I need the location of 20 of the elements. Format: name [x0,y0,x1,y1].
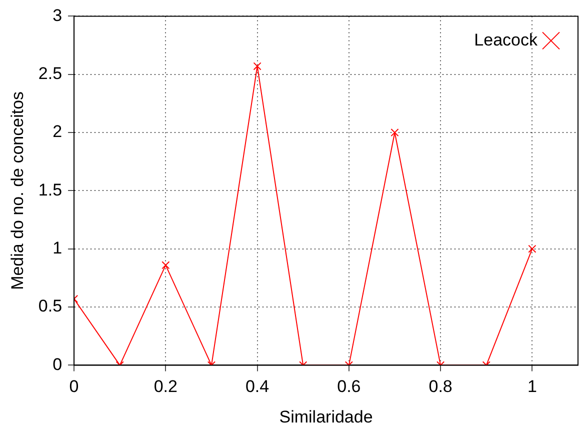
x-tick-label: 0.2 [154,377,178,396]
x-axis-title: Similaridade [279,407,373,426]
x-tick-label: 0 [69,377,79,396]
point [162,261,170,270]
y-tick-label: 0.5 [38,296,62,316]
y-tick-label: 1.5 [38,180,62,200]
y-tick-label: 2 [52,122,62,142]
y-tick-label: 3 [52,6,62,25]
y-tick-label: 1 [52,238,62,258]
y-tick-label: 0 [52,354,62,374]
x-tick-label: 0.6 [337,377,361,396]
y-axis-title: Media do no. de conceitos [8,91,27,290]
x-tick-label: 0.8 [428,377,452,396]
point [390,128,399,137]
legend-label: Leacock [474,30,538,50]
x-tick-label: 1 [527,377,537,396]
point [528,244,536,253]
x-tick-label: 0.4 [245,377,270,396]
point [253,62,262,70]
y-tick-label: 2.5 [38,64,62,84]
